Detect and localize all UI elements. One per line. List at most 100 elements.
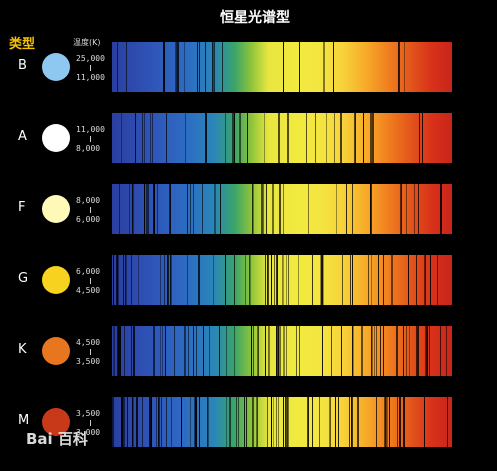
absorption-line xyxy=(208,326,210,376)
absorption-line xyxy=(137,255,139,305)
absorption-line xyxy=(400,184,402,234)
absorption-line xyxy=(192,184,194,234)
absorption-line xyxy=(248,255,250,305)
temperature-high: 3,500 xyxy=(76,409,101,418)
absorption-line xyxy=(329,397,331,447)
absorption-line xyxy=(405,184,407,234)
absorption-line xyxy=(278,184,281,234)
star-color-swatch xyxy=(42,124,70,152)
absorption-line xyxy=(222,42,224,92)
spectrum-band xyxy=(112,184,452,234)
absorption-line xyxy=(146,184,148,234)
absorption-line xyxy=(380,326,382,376)
temperature-low: 3,000 xyxy=(76,428,101,437)
absorption-line xyxy=(199,42,201,92)
absorption-line xyxy=(252,184,254,234)
spectral-row-g: G 6,000 4,500 xyxy=(0,253,497,313)
absorption-line xyxy=(132,397,134,447)
absorption-line xyxy=(402,326,404,376)
absorption-line xyxy=(166,255,169,305)
absorption-line xyxy=(132,326,135,376)
absorption-line xyxy=(273,255,275,305)
temperature-low: 11,000 xyxy=(76,73,105,82)
absorption-line xyxy=(445,326,447,376)
temperature-low: 3,500 xyxy=(76,357,101,366)
absorption-line xyxy=(244,255,246,305)
absorption-line xyxy=(112,255,114,305)
absorption-line xyxy=(169,184,171,234)
absorption-line xyxy=(233,326,235,376)
absorption-line xyxy=(283,255,284,305)
absorption-line xyxy=(307,397,310,447)
absorption-line xyxy=(170,255,172,305)
absorption-line xyxy=(295,326,297,376)
absorption-line xyxy=(155,397,157,447)
absorption-line xyxy=(315,113,317,163)
absorption-line xyxy=(413,184,415,234)
spectrum-band xyxy=(112,113,452,163)
absorption-line xyxy=(219,326,221,376)
absorption-line xyxy=(270,397,272,447)
absorption-line xyxy=(165,397,167,447)
absorption-line xyxy=(335,397,337,447)
absorption-line xyxy=(128,184,130,234)
type-column-header: 类型 xyxy=(9,37,36,52)
absorption-line xyxy=(157,184,158,234)
absorption-line xyxy=(112,397,115,447)
absorption-line xyxy=(351,397,353,447)
absorption-line xyxy=(370,184,373,234)
absorption-line xyxy=(284,397,286,447)
temperature-high: 25,000 xyxy=(76,54,105,63)
absorption-line xyxy=(354,113,356,163)
star-color-swatch xyxy=(42,195,70,223)
absorption-line xyxy=(162,42,165,92)
absorption-line xyxy=(357,397,360,447)
absorption-line xyxy=(287,397,289,447)
absorption-line xyxy=(370,113,373,163)
temperature-high: 8,000 xyxy=(76,196,101,205)
absorption-line xyxy=(224,113,226,163)
absorption-line xyxy=(192,326,194,376)
absorption-line xyxy=(285,397,287,447)
absorption-line xyxy=(352,184,354,234)
absorption-line xyxy=(428,326,430,376)
absorption-line xyxy=(263,113,265,163)
absorption-line xyxy=(115,255,118,305)
absorption-line xyxy=(244,397,246,447)
absorption-line xyxy=(391,255,394,305)
absorption-line xyxy=(286,113,289,163)
absorption-line xyxy=(282,326,284,376)
absorption-line xyxy=(195,397,197,447)
absorption-line xyxy=(183,42,185,92)
spectral-row-a: A 11,000 8,000 xyxy=(0,111,497,171)
absorption-line xyxy=(277,397,279,447)
temperature-range-tick xyxy=(90,65,91,71)
absorption-line xyxy=(252,397,254,447)
absorption-line xyxy=(267,255,269,305)
absorption-line xyxy=(276,326,279,376)
absorption-line xyxy=(282,397,284,447)
absorption-line xyxy=(132,184,134,234)
absorption-line xyxy=(229,397,231,447)
absorption-line xyxy=(149,113,151,163)
absorption-line xyxy=(120,397,123,447)
absorption-line xyxy=(189,184,191,234)
absorption-line xyxy=(158,397,159,447)
spectral-row-k: K 4,500 3,500 xyxy=(0,324,497,384)
absorption-line xyxy=(226,326,228,376)
absorption-line xyxy=(144,184,146,234)
absorption-line xyxy=(362,113,364,163)
absorption-line xyxy=(240,113,242,163)
absorption-line xyxy=(170,255,172,305)
temperature-column-header: 温度(K) xyxy=(73,38,101,47)
absorption-line xyxy=(382,255,384,305)
absorption-line xyxy=(118,184,120,234)
absorption-line xyxy=(369,184,371,234)
absorption-line xyxy=(318,397,320,447)
absorption-line xyxy=(168,184,170,234)
spectrum-band xyxy=(112,397,452,447)
absorption-line xyxy=(231,113,234,163)
absorption-line xyxy=(341,255,343,305)
absorption-line xyxy=(439,326,441,376)
absorption-line xyxy=(349,397,351,447)
